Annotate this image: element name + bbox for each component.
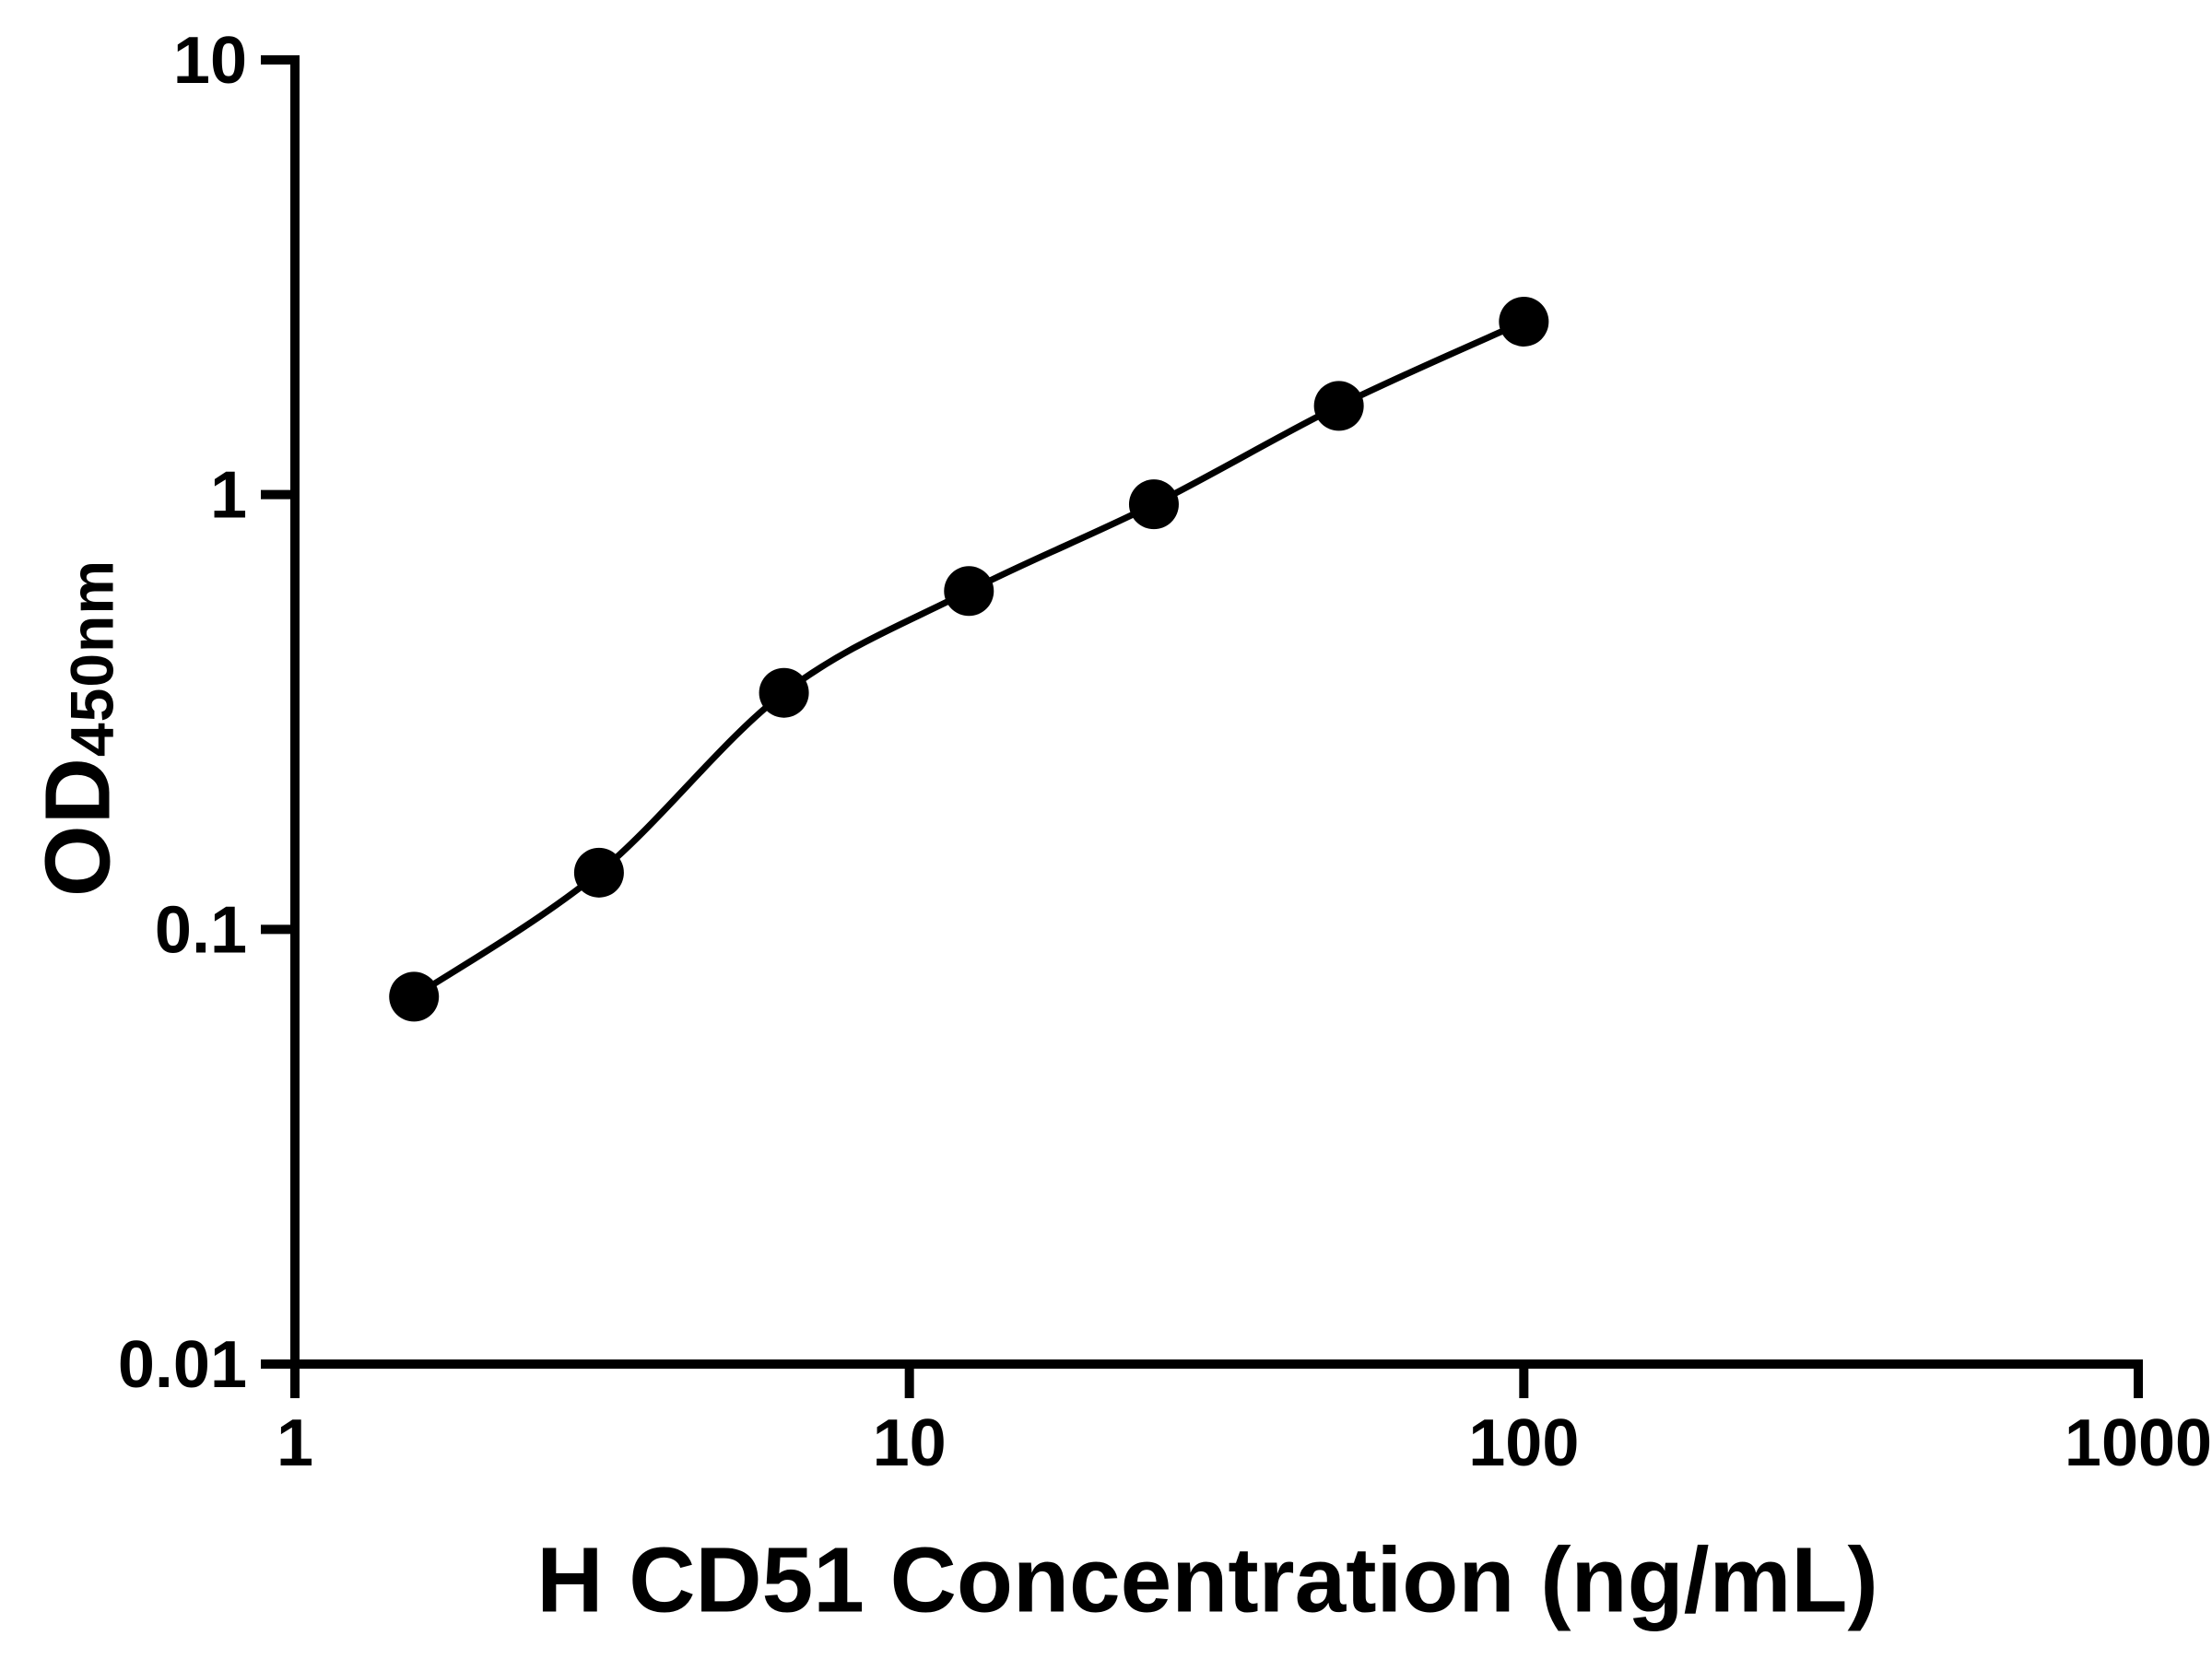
y-axis-title: OD450nm: [26, 559, 132, 897]
fit-curve: [412, 318, 1525, 1000]
x-tick-label: 100: [1468, 1406, 1579, 1480]
axes: [261, 55, 2143, 1398]
data-point: [1128, 479, 1179, 530]
data-point: [1499, 296, 1549, 347]
y-tick-label: 10: [173, 24, 247, 98]
y-axis-title-subscript: 450nm: [57, 559, 126, 758]
x-tick-label: 10: [873, 1406, 947, 1480]
y-tick-label: 1: [210, 459, 247, 533]
data-point: [389, 971, 440, 1022]
data-point: [573, 847, 624, 898]
data-point: [944, 566, 994, 617]
x-axis-title: H CD51 Concentration (ng/mL): [536, 1528, 1878, 1632]
y-tick-label: 0.01: [118, 1328, 247, 1402]
y-tick-label: 0.1: [155, 893, 247, 967]
data-point: [759, 667, 809, 718]
x-tick-label: 1000: [2065, 1406, 2212, 1480]
x-tick-label: 1: [276, 1406, 313, 1480]
data-point: [1313, 381, 1364, 431]
y-axis-title-main: OD: [26, 757, 130, 898]
